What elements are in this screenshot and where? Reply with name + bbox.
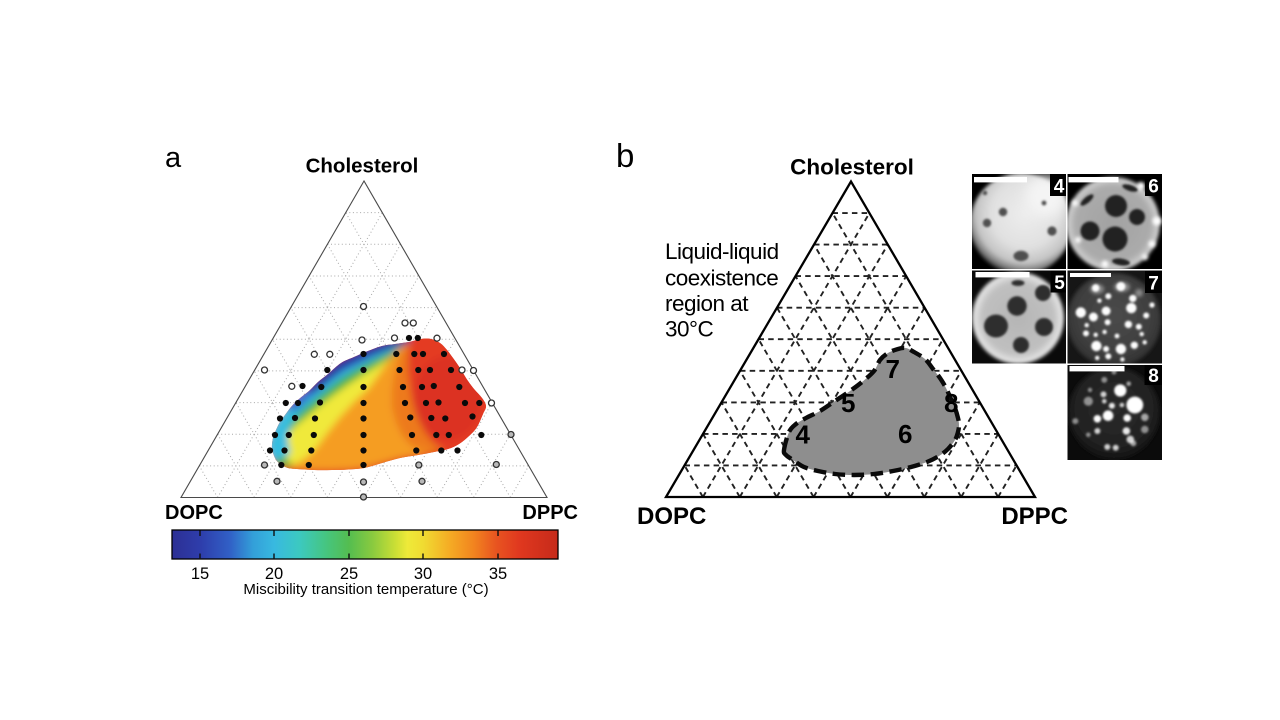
- svg-text:DPPC: DPPC: [1001, 503, 1068, 530]
- svg-text:region at: region at: [665, 291, 749, 316]
- svg-text:4: 4: [1054, 177, 1065, 198]
- svg-text:DPPC: DPPC: [522, 502, 578, 524]
- svg-text:7: 7: [886, 354, 900, 384]
- svg-text:20: 20: [265, 565, 283, 583]
- svg-text:25: 25: [340, 565, 358, 583]
- svg-text:Liquid-liquid: Liquid-liquid: [665, 239, 779, 264]
- svg-text:Cholesterol: Cholesterol: [790, 155, 914, 180]
- svg-text:5: 5: [841, 388, 855, 418]
- svg-text:coexistence: coexistence: [665, 266, 778, 291]
- svg-text:35: 35: [489, 565, 507, 583]
- svg-text:Miscibility transition tempera: Miscibility transition temperature (°C): [243, 581, 488, 598]
- svg-text:4: 4: [796, 420, 811, 450]
- svg-text:5: 5: [1054, 273, 1065, 294]
- svg-text:6: 6: [898, 419, 912, 449]
- svg-text:30°C: 30°C: [665, 317, 714, 342]
- svg-text:8: 8: [1148, 366, 1159, 387]
- svg-text:Cholesterol: Cholesterol: [306, 155, 419, 178]
- svg-text:DOPC: DOPC: [165, 502, 223, 524]
- svg-text:8: 8: [944, 388, 958, 418]
- svg-text:6: 6: [1148, 177, 1159, 198]
- svg-text:b: b: [616, 137, 634, 174]
- svg-text:DOPC: DOPC: [637, 503, 706, 530]
- svg-text:7: 7: [1148, 274, 1159, 295]
- svg-text:a: a: [165, 142, 182, 174]
- svg-text:15: 15: [191, 565, 209, 583]
- svg-text:30: 30: [414, 565, 432, 583]
